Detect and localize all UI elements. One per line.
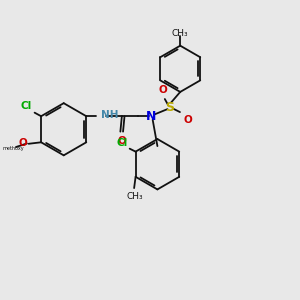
Text: O: O xyxy=(18,139,27,148)
Text: O: O xyxy=(117,136,126,146)
Text: CH₃: CH₃ xyxy=(172,29,188,38)
Text: S: S xyxy=(165,101,174,114)
Text: NH: NH xyxy=(100,110,118,120)
Text: CH₃: CH₃ xyxy=(127,192,143,201)
Text: Cl: Cl xyxy=(21,101,32,112)
Text: N: N xyxy=(146,110,157,123)
Text: O: O xyxy=(184,115,192,125)
Text: methoxy: methoxy xyxy=(2,146,24,151)
Text: Cl: Cl xyxy=(117,138,128,148)
Text: O: O xyxy=(159,85,168,95)
